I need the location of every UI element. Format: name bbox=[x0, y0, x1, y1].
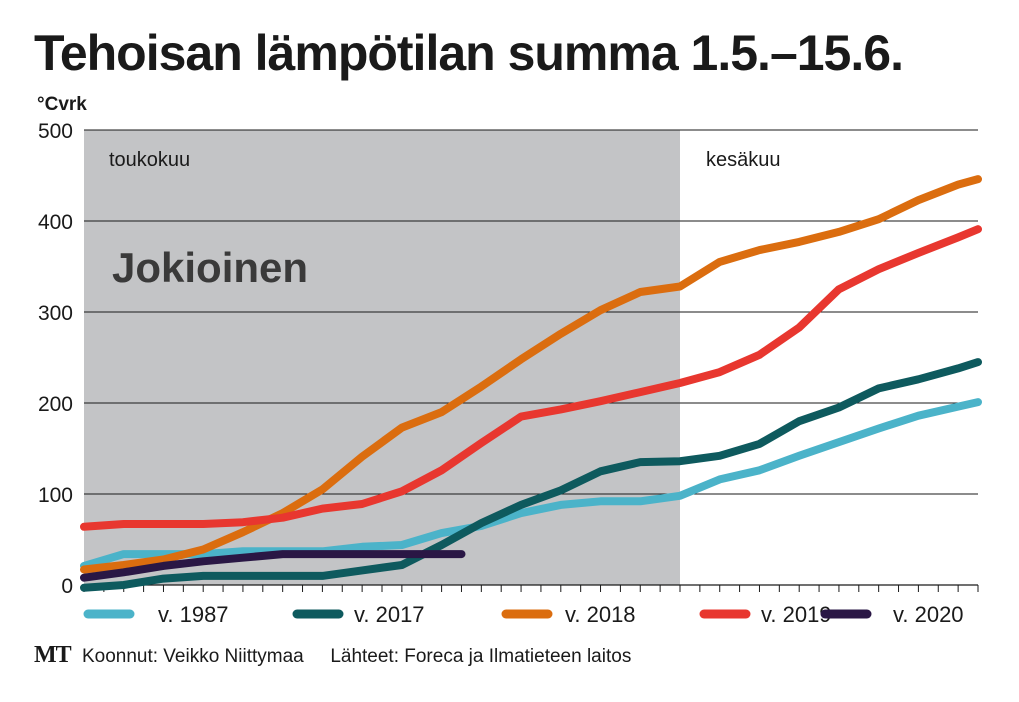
legend-label: v. 1987 bbox=[158, 602, 229, 627]
y-tick-label: 0 bbox=[61, 575, 73, 598]
y-tick-label: 500 bbox=[38, 120, 73, 143]
y-axis-unit: °Cvrk bbox=[37, 94, 87, 115]
footer-sources: Lähteet: Foreca ja Ilmatieteen laitos bbox=[330, 646, 632, 667]
y-tick-label: 400 bbox=[38, 211, 73, 234]
y-tick-label: 300 bbox=[38, 302, 73, 325]
y-tick-label: 200 bbox=[38, 393, 73, 416]
mt-logo: MT bbox=[34, 642, 72, 668]
series-line-v2017 bbox=[80, 358, 982, 592]
series-line-v2018 bbox=[80, 175, 982, 574]
region-label-june: kesäkuu bbox=[706, 149, 781, 171]
footer-compiled-by: Koonnut: Veikko Niittymaa bbox=[81, 646, 304, 667]
y-tick-label: 100 bbox=[38, 484, 73, 507]
legend-label: v. 2017 bbox=[354, 602, 425, 627]
region-label-may: toukokuu bbox=[109, 149, 190, 171]
chart-title: Tehoisan lämpötilan summa 1.5.–15.6. bbox=[34, 25, 904, 81]
series-line-v2019 bbox=[80, 225, 982, 531]
location-annotation: Jokioinen bbox=[112, 244, 308, 291]
shaded-region-may bbox=[84, 130, 680, 585]
legend-label: v. 2020 bbox=[893, 602, 964, 627]
series-line-v1987 bbox=[80, 398, 982, 570]
footer: MT Koonnut: Veikko Niittymaa Lähteet: Fo… bbox=[34, 642, 631, 669]
series-line-v2020 bbox=[80, 550, 466, 582]
legend-label: v. 2019 bbox=[761, 602, 832, 627]
legend-label: v. 2018 bbox=[565, 602, 636, 627]
